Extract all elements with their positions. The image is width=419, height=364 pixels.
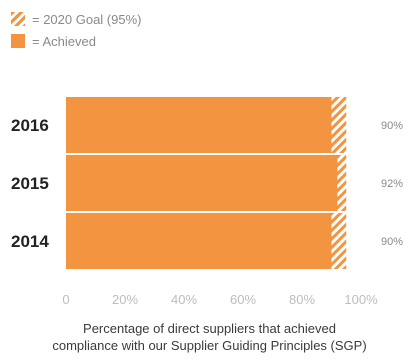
x-tick-label-4: 80% [289, 292, 315, 307]
value-label-2014: 90% [381, 236, 403, 248]
category-label-2015: 2015 [11, 174, 49, 193]
achieved-bar-2014 [66, 213, 332, 269]
chart-caption: Percentage of direct suppliers that achi… [0, 320, 419, 354]
hatched-swatch-icon [11, 12, 25, 26]
category-label-2014: 2014 [11, 232, 49, 251]
legend-achieved-label: = Achieved [32, 33, 96, 49]
achieved-bar-2015 [66, 155, 338, 211]
legend-item-goal: = 2020 Goal (95%) [11, 8, 141, 30]
x-tick-label-3: 60% [230, 292, 256, 307]
value-label-2015: 92% [381, 178, 403, 190]
value-label-2016: 90% [381, 120, 403, 132]
labels-layer: 2016 90% 2015 92% 2014 90% [11, 116, 403, 251]
legend: = 2020 Goal (95%) = Achieved [11, 8, 141, 52]
legend-goal-label: = 2020 Goal (95%) [32, 11, 142, 27]
bars-layer [66, 97, 347, 269]
solid-swatch-icon [11, 34, 25, 48]
bar-chart: 2016 90% 2015 92% 2014 90% 0 20% 40% 60% 80% 100% [11, 97, 403, 307]
x-tick-label-1: 20% [112, 292, 138, 307]
caption-line-2: compliance with our Supplier Guiding Pri… [52, 338, 367, 353]
x-tick-label-0: 0 [62, 292, 69, 307]
x-axis-ticks: 0 20% 40% 60% 80% 100% [62, 292, 378, 307]
x-tick-label-2: 40% [171, 292, 197, 307]
x-tick-label-5: 100% [344, 292, 378, 307]
category-label-2016: 2016 [11, 116, 49, 135]
caption-line-1: Percentage of direct suppliers that achi… [83, 321, 336, 336]
legend-item-achieved: = Achieved [11, 30, 141, 52]
achieved-bar-2016 [66, 97, 332, 153]
